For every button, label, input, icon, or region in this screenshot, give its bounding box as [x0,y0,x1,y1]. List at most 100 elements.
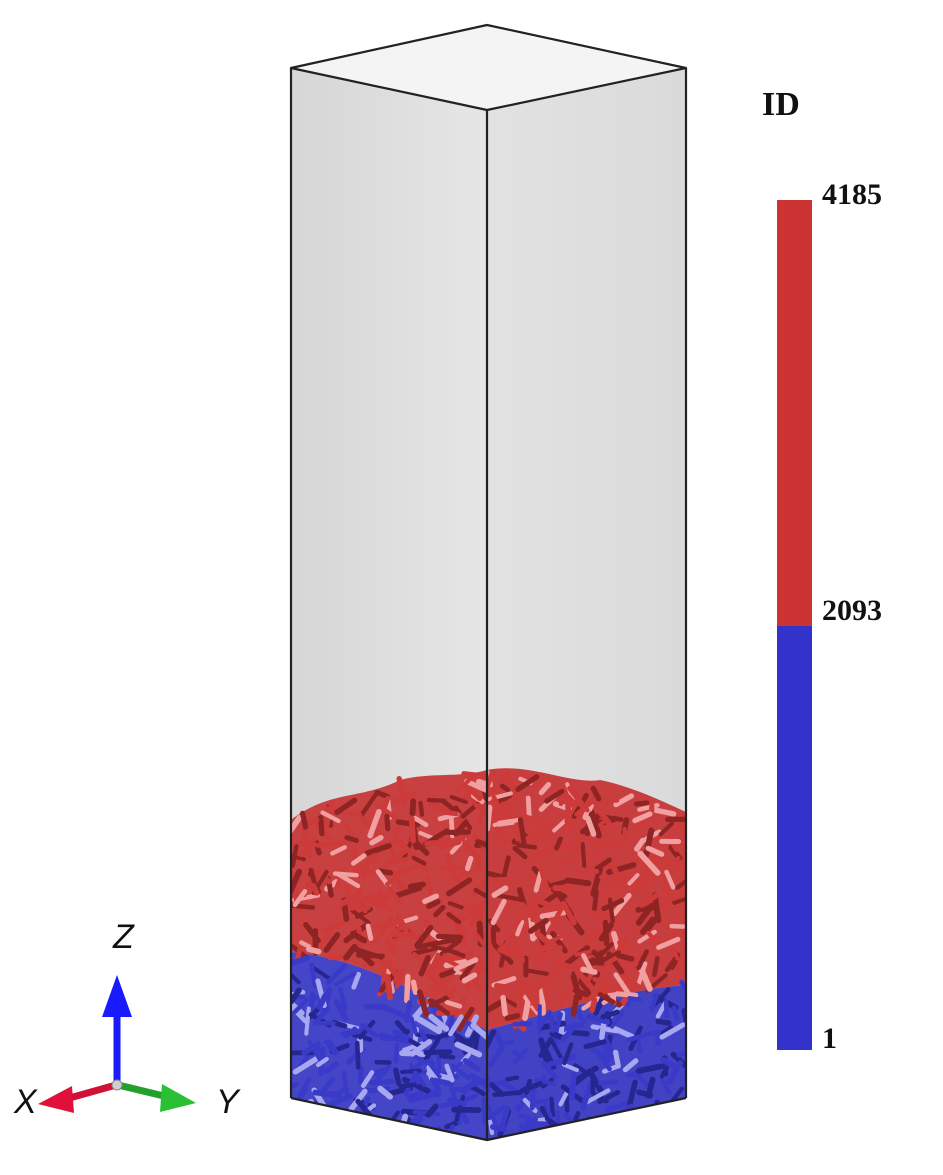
red-rod-particle [601,950,622,962]
blue-rod-particle [378,1032,409,1044]
blue-rod-particle [398,1082,415,1089]
red-rod-particle [487,870,506,880]
red-rod-particle [305,817,320,827]
red-rod-particle [553,858,575,867]
blue-rod-particle [401,1076,431,1094]
blue-rod-particle [393,1067,402,1086]
red-rod-particle [637,850,661,876]
blue-rod-particle [576,1009,586,1024]
red-rod-particle [456,1006,475,1032]
red-rod-particle [542,987,550,1007]
red-rod-particle [343,809,363,818]
red-rod-particle [318,815,325,837]
red-rod-particle [655,901,672,908]
red-rod-particle [605,880,612,902]
x-axis-arrowhead [38,1086,74,1113]
red-rod-particle [598,983,623,991]
red-rod-particle [384,813,391,832]
blue-rod-particle [451,1106,482,1113]
blue-rod-particle [360,1070,375,1089]
red-rod-particle [550,930,568,954]
y-axis-label: Y [216,1083,241,1121]
blue-rod-particle [351,971,362,990]
red-rod-particle [473,887,487,902]
blue-rod-particle [326,1039,339,1056]
red-rod-particle [430,984,447,1000]
red-rod-particle [305,946,322,955]
red-rod-particle [386,885,404,907]
red-rod-particle [453,957,479,972]
red-rod-particle [634,820,649,829]
blue-rod-particle [569,1127,584,1140]
red-rod-particle [500,855,511,882]
red-rod-particle [487,876,509,884]
blue-rod-particle [415,1016,442,1035]
blue-rod-particle [518,1123,528,1140]
red-rod-particle [500,994,508,1017]
red-rod-particle [444,999,463,1009]
triad-origin [111,1079,123,1091]
red-rod-particle [523,814,550,826]
red-rod-particle [662,856,681,872]
colorbar-upper-segment [777,200,812,626]
blue-rod-particle [363,1003,389,1010]
red-rod-particle [534,930,551,945]
red-rod-particle [424,875,433,895]
red-rod-particle [530,899,539,923]
blue-rod-particle [323,1061,339,1075]
blue-rod-particle [448,1014,464,1037]
red-rod-particle [602,919,610,947]
red-rod-particle [464,778,487,794]
blue-rod-particle [428,1013,450,1032]
red-rod-particle [364,843,392,856]
red-rod-particle [537,829,557,837]
red-rod-particle [522,995,532,1021]
red-rod-particle [591,842,607,859]
blue-rod-particle [654,1029,662,1046]
red-rod-particle [410,979,419,995]
red-rod-particle [564,794,571,824]
blue-rod-particle [409,1039,433,1057]
red-rod-particle [512,845,528,860]
blue-rod-particle [645,1076,656,1099]
blue-rod-particle [534,1078,557,1086]
blue-rod-particle [643,1118,659,1139]
red-rod-particle [377,868,394,876]
blue-rod-particle [586,1131,604,1140]
red-rod-particle [516,842,538,850]
blue-rod-particle [468,1073,487,1093]
box-edges [289,23,688,1142]
red-rod-particle [453,868,478,882]
red-rod-particle [365,923,374,941]
blue-rod-particle [586,1068,605,1095]
red-rod-particle [525,874,540,882]
red-rod-particle [446,912,462,925]
blue-rod-particle [654,1099,676,1122]
colorbar-lower-segment [777,626,812,1050]
red-rod-particle [494,983,510,990]
red-rod-particle [426,797,447,803]
red-rod-particle [530,847,551,861]
red-rod-particle [538,781,552,796]
red-rod-particle [320,810,341,824]
red-rod-particle [468,787,483,802]
blue-rod-particle [597,1089,621,1105]
red-rod-particle [552,885,572,892]
blue-rod-particle [344,1026,358,1039]
red-rod-particle [355,885,362,906]
red-rod-particle [586,908,609,920]
red-rod-particle [632,811,653,824]
red-rod-particle [590,785,602,802]
blue-rod-particle [627,995,643,1002]
blue-rod-particle [560,1024,577,1042]
blue-rod-particle [562,1062,579,1072]
blue-rod-particle [365,1128,378,1140]
red-rod-particle [607,897,615,924]
red-rod-particle [586,958,608,966]
red-rod-particle [525,968,549,976]
red-rod-particle [633,800,650,807]
blue-rod-particle [597,1079,619,1086]
red-rod-particle [601,797,620,804]
red-rod-particle [349,930,368,944]
